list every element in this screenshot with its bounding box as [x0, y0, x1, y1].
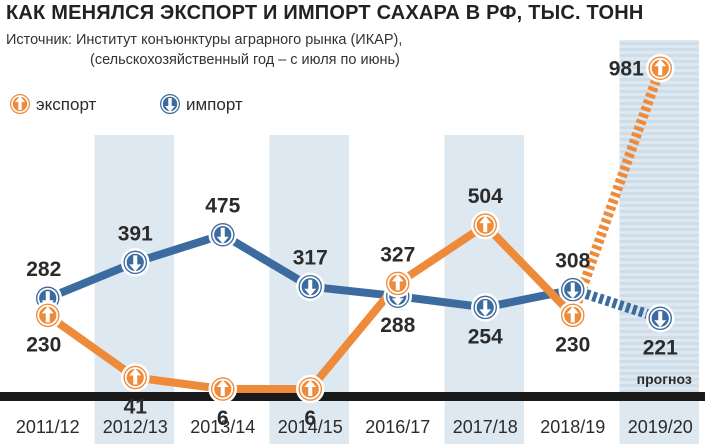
- import-value-label: 308: [555, 250, 590, 273]
- legend-label: импорт: [186, 95, 243, 114]
- export-marker: [646, 54, 675, 83]
- x-tick-label: 2018/19: [540, 417, 605, 437]
- export-marker: [208, 374, 237, 404]
- export-marker: [471, 210, 500, 240]
- arrow-up-icon: [391, 274, 404, 291]
- arrow-up-icon: [41, 306, 54, 323]
- export-value-label: 230: [26, 333, 61, 356]
- arrow-up-icon: [654, 59, 667, 76]
- export-marker: [33, 301, 62, 330]
- arrow-down-icon: [129, 255, 142, 272]
- arrow-down-icon: [165, 98, 175, 112]
- forecast-label: прогноз: [637, 371, 692, 387]
- export-value-label: 6: [304, 407, 316, 430]
- chart-source: Источник: Институт конъюнктуры аграрного…: [6, 30, 402, 70]
- x-tick-label: 2019/20: [628, 417, 693, 437]
- source-line-1: Источник: Институт конъюнктуры аграрного…: [6, 32, 403, 48]
- legend: экспорт импорт: [8, 92, 243, 116]
- series-markers: [33, 54, 675, 404]
- x-tick-label: 2011/12: [16, 417, 80, 437]
- export-value-label: 327: [380, 243, 415, 266]
- import-marker: [646, 304, 675, 333]
- import-value-label: 254: [468, 325, 503, 348]
- x-tick-label: 2012/13: [103, 417, 168, 437]
- legend-item-экспорт: экспорт: [8, 92, 97, 116]
- legend-label: экспорт: [36, 95, 97, 114]
- forecast-segment-экспорт: [568, 66, 665, 317]
- arrow-down-icon: [479, 300, 492, 317]
- export-marker: [296, 374, 325, 404]
- export-marker: [558, 301, 587, 330]
- arrow-up-icon: [304, 380, 317, 397]
- chart-title: КАК МЕНЯЛСЯ ЭКСПОРТ И ИМПОРТ САХАРА В РФ…: [6, 2, 644, 24]
- value-labels: 230 282 41 391 6 475 6 317 327 288 504 254 230 308 981…: [26, 57, 678, 430]
- import-marker: [208, 220, 237, 249]
- import-value-label: 391: [118, 222, 153, 245]
- arrow-up-icon: [566, 306, 579, 323]
- arrow-up-icon: [15, 96, 25, 110]
- arrow-up-icon: [216, 380, 229, 397]
- export-value-label: 504: [468, 185, 503, 208]
- arrow-down-icon: [654, 311, 667, 328]
- arrow-up-icon: [479, 216, 492, 233]
- arrow-up-icon: [129, 368, 142, 385]
- import-marker: [471, 293, 500, 322]
- import-marker: [121, 248, 150, 277]
- baseline-bar: [0, 392, 705, 401]
- import-value-label: 475: [205, 195, 240, 218]
- export-value-label: 230: [555, 333, 590, 356]
- import-value-label: 282: [26, 258, 61, 281]
- export-value-label: 41: [124, 396, 148, 419]
- x-tick-label: 2016/17: [365, 417, 430, 437]
- export-value-label: 6: [217, 407, 229, 430]
- arrow-down-icon: [304, 279, 317, 296]
- x-tick-label: 2017/18: [453, 417, 518, 437]
- forecast-band-pattern: [619, 40, 699, 395]
- export-marker: [383, 269, 412, 298]
- import-marker: [558, 275, 587, 304]
- import-value-label: 288: [380, 314, 415, 337]
- arrow-down-icon: [216, 227, 229, 244]
- import-value-label: 317: [293, 247, 328, 270]
- x-tick-labels: 2011/12 2012/13 2013/14 2014/15 2016/17 2017/…: [16, 371, 693, 437]
- legend-item-импорт: импорт: [158, 92, 243, 116]
- export-marker: [121, 363, 150, 392]
- x-tick-label: 2013/14: [190, 417, 255, 437]
- x-axis-baseline: [0, 392, 705, 401]
- source-line-2: (сельскохозяйственный год – с июля по ию…: [90, 52, 400, 68]
- import-marker: [296, 272, 325, 301]
- arrow-down-icon: [566, 282, 579, 299]
- export-value-label: 981: [609, 57, 644, 80]
- forecast-segment-импорт: [571, 284, 662, 324]
- import-value-label: 221: [643, 336, 678, 359]
- x-tick-label: 2014/15: [278, 417, 343, 437]
